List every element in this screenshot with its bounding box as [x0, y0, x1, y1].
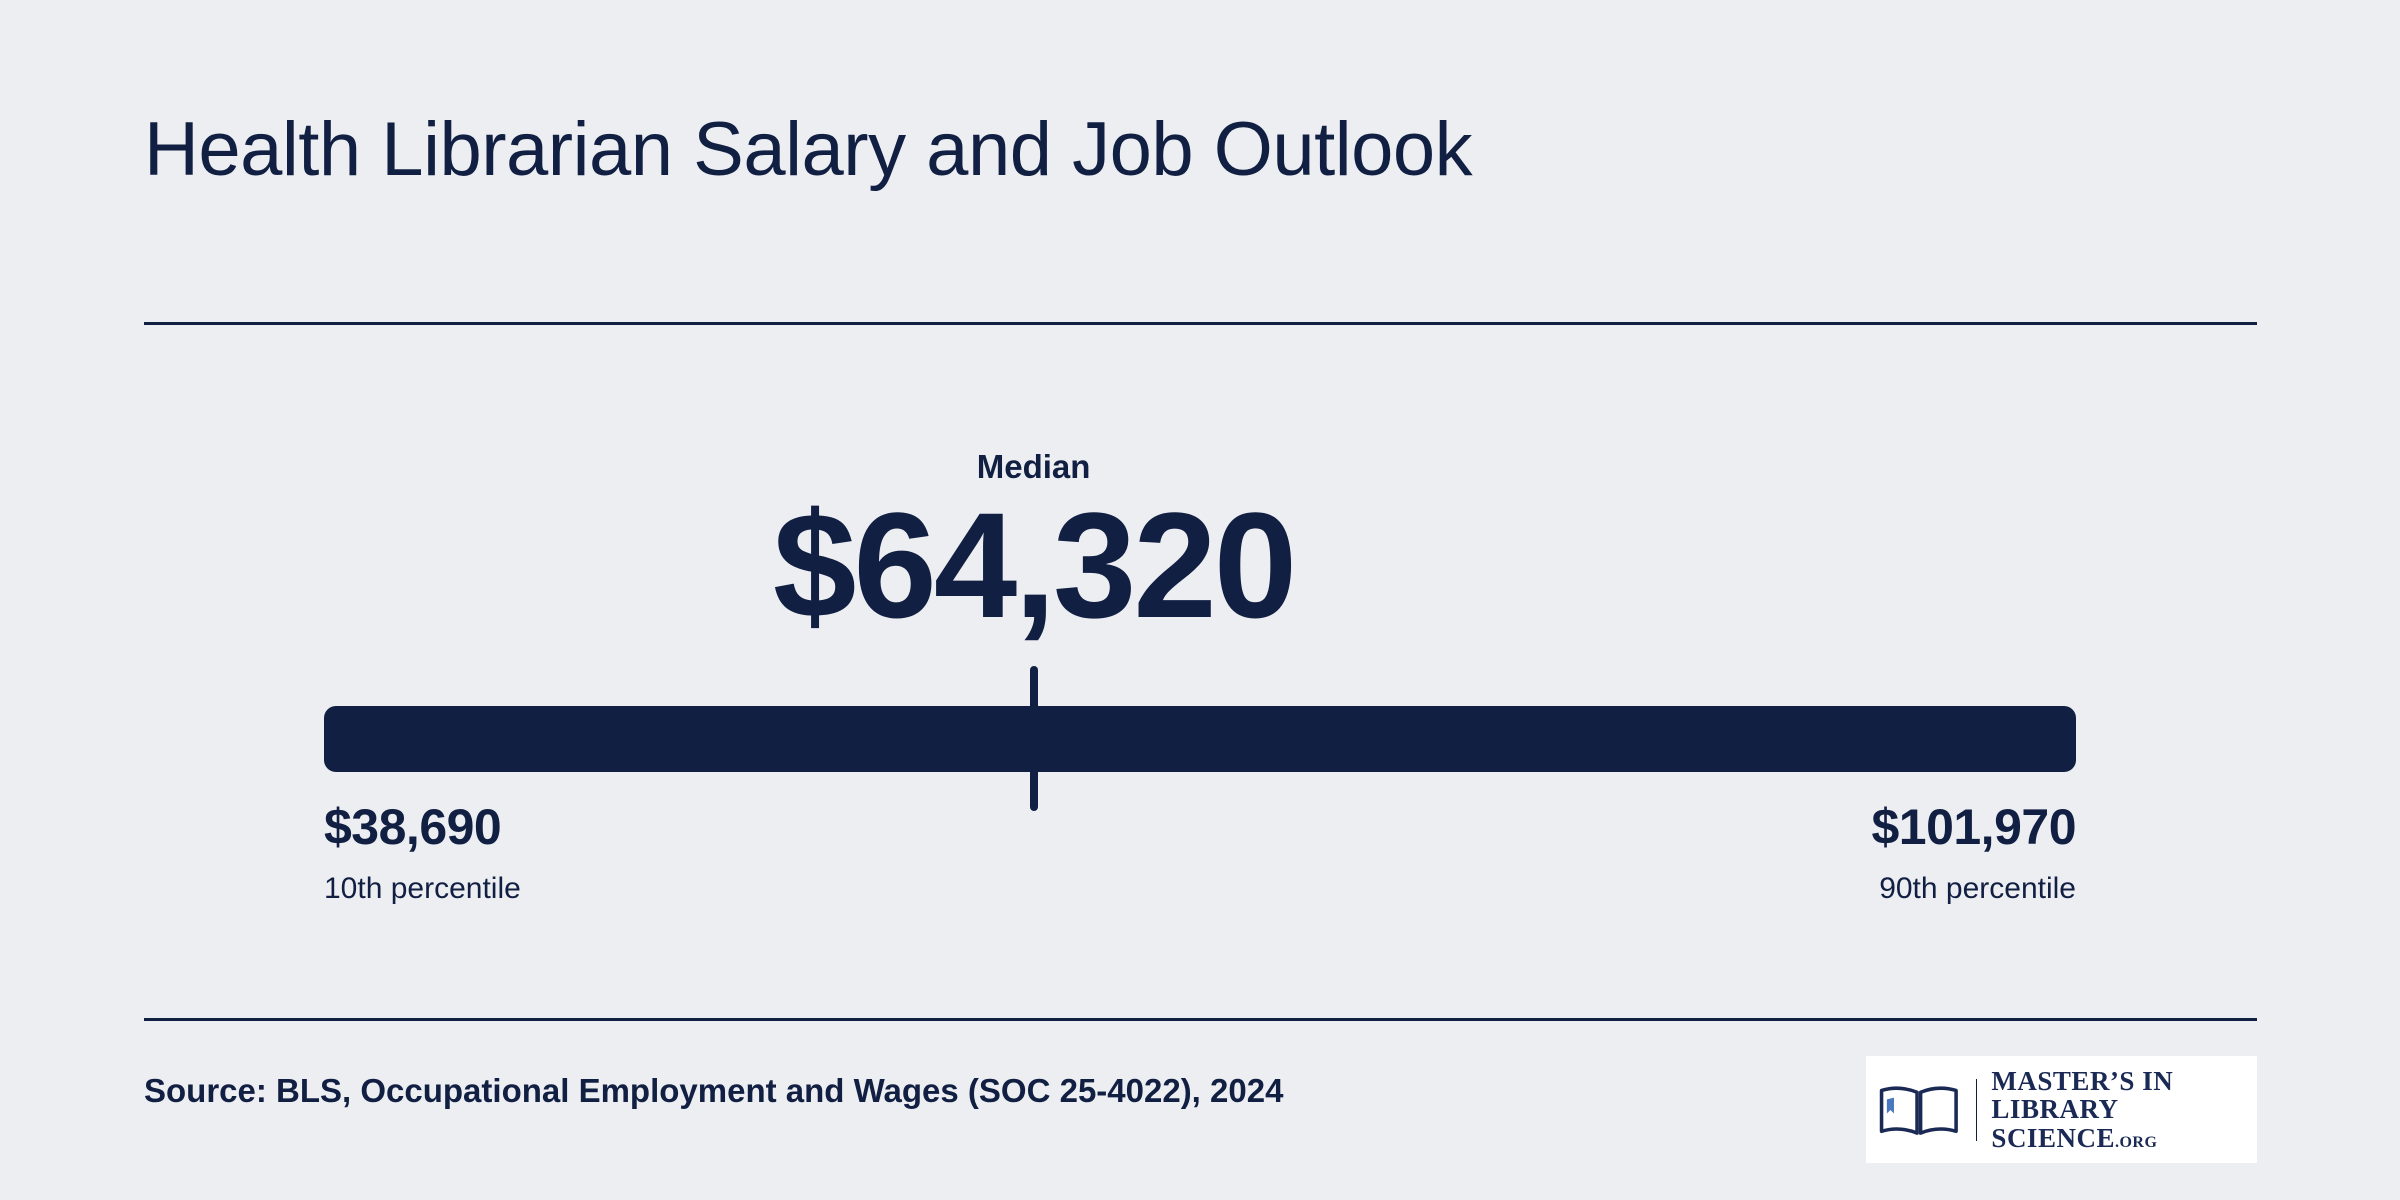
salary-range-bar — [324, 706, 2076, 772]
low-percentile-value: $38,690 — [324, 799, 502, 855]
logo-divider — [1975, 1078, 1978, 1141]
logo-line-2-text: LIBRARY SCIENCE — [1991, 1094, 2118, 1153]
site-logo: MASTER’S IN LIBRARY SCIENCE.ORG — [1866, 1056, 2257, 1163]
logo-suffix: .ORG — [2114, 1133, 2158, 1151]
logo-line-1: MASTER’S IN — [1991, 1065, 2174, 1096]
logo-wordmark: MASTER’S IN LIBRARY SCIENCE.ORG — [1991, 1067, 2257, 1152]
low-percentile: $38,690 10th percentile — [324, 802, 521, 904]
high-percentile-caption: 90th percentile — [1879, 872, 2076, 905]
median-tick — [1029, 666, 1038, 811]
open-book-icon — [1879, 1085, 1958, 1135]
salary-range-chart: Median $64,320 — [324, 450, 2076, 811]
source-note: Source: BLS, Occupational Employment and… — [144, 1072, 1284, 1109]
high-percentile-value: $101,970 — [1871, 799, 2076, 855]
logo-line-2: LIBRARY SCIENCE.ORG — [1991, 1095, 2257, 1152]
page-title: Health Librarian Salary and Job Outlook — [144, 107, 1473, 192]
bottom-divider — [144, 1018, 2257, 1021]
high-percentile: $101,970 90th percentile — [1871, 802, 2076, 904]
top-divider — [144, 322, 2257, 325]
median-label: Median — [976, 448, 1091, 485]
low-percentile-caption: 10th percentile — [324, 872, 521, 905]
median-value: $64,320 — [772, 481, 1297, 649]
